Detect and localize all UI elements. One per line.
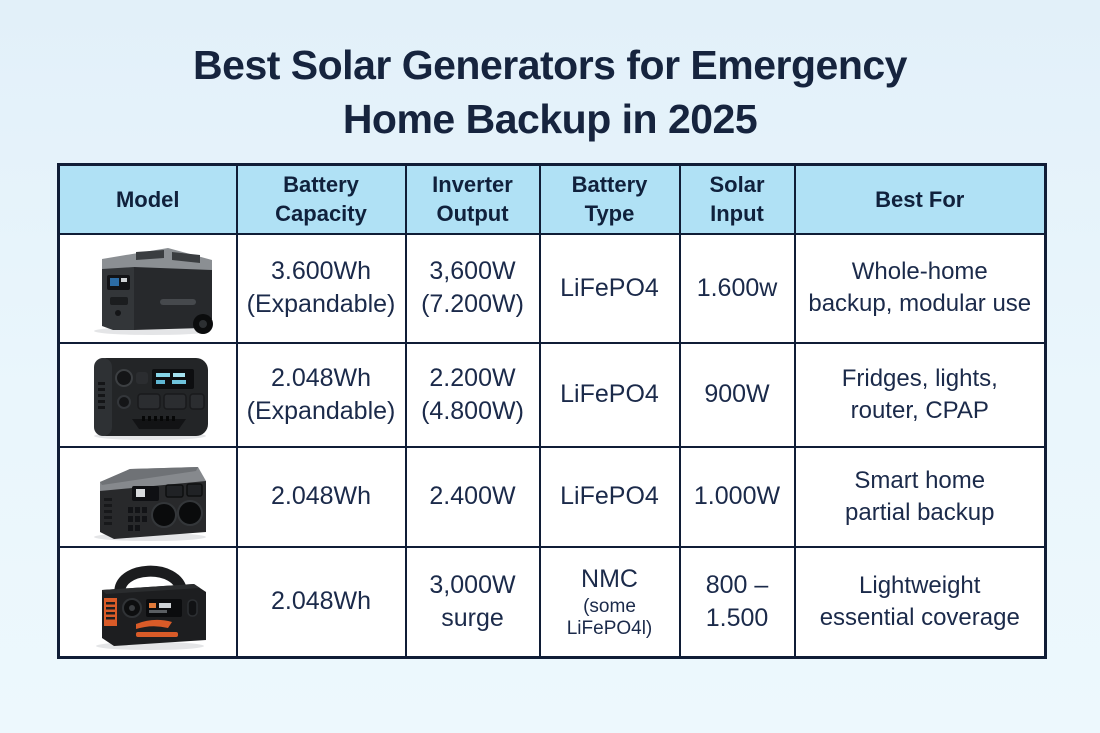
cell-battery-type: LiFePO4 [538,232,681,344]
best-for-line1: Fridges, lights, [841,364,998,392]
cell-best-for: Lightweight essential coverage [793,545,1047,658]
inverter-output-value: 3,600W [429,257,516,285]
battery-type-value: NMC [581,565,638,594]
solar-input-value-line2: 1.500 [705,603,769,632]
cell-inverter-output: 3,600W (7.200W) [404,232,541,344]
battery-type-value: LiFePO4 [560,482,659,510]
col-header-battery-capacity-line1: Battery [283,172,359,198]
col-header-inverter-output: Inverter Output [404,163,541,235]
cell-best-for: Fridges, lights, router, CPAP [793,341,1047,448]
col-header-solar-input: Solar Input [678,163,796,235]
battery-capacity-value: 2.048Wh [270,363,372,392]
inverter-output-value: 2.200W [429,363,516,392]
page-title-line-2: Home Backup in 2025 [342,96,758,143]
cell-model-2 [57,341,238,448]
comparison-table: Model Battery Capacity Inverter Output B… [57,163,1047,659]
battery-type-note-line1: (some [583,596,636,618]
inverter-output-value: 2.400W [429,482,516,510]
col-header-battery-type-line2: Type [584,201,635,227]
cell-battery-capacity: 2.048Wh [235,445,407,548]
cell-battery-type: NMC (some LiFePO4l) [538,545,681,658]
solar-input-value: 1.600w [696,273,778,302]
dual-outlet-power-station-image [93,466,206,541]
cell-inverter-output: 2.200W (4.800W) [404,341,541,448]
col-header-best-for: Best For [793,163,1047,235]
best-for-line1: Lightweight [859,571,981,599]
cell-inverter-output: 2.400W [404,445,541,548]
cell-battery-capacity: 2.048Wh [235,545,407,658]
compact-power-station-image [93,357,208,440]
handle-orange-power-station-image [95,565,206,650]
cell-solar-input: 900W [678,341,796,448]
cell-model-4 [57,545,238,658]
col-header-inverter-output-line1: Inverter [432,172,513,198]
cell-solar-input: 1.000W [678,445,796,548]
wheeled-power-station-image [93,248,213,335]
battery-capacity-note: (Expandable) [246,396,396,425]
battery-capacity-value: 3.600Wh [270,257,372,285]
battery-capacity-value: 2.048Wh [270,587,372,615]
col-header-inverter-output-line2: Output [436,201,509,227]
battery-capacity-note: (Expandable) [246,290,396,318]
cell-inverter-output: 3,000W surge [404,545,541,658]
table-row: 2.048Wh 3,000W surge NMC (some LiFePO4l)… [57,545,1047,658]
cell-solar-input: 1.600w [678,232,796,344]
cell-solar-input: 800 – 1.500 [678,545,796,658]
solar-input-value-line1: 800 – [705,570,769,599]
battery-capacity-value: 2.048Wh [270,482,372,510]
best-for-line1: Smart home [854,466,986,494]
battery-type-note-line2: LiFePO4l) [566,618,653,639]
best-for-line2: router, CPAP [850,396,989,424]
battery-type-value: LiFePO4 [560,273,659,302]
cell-best-for: Whole-home backup, modular use [793,232,1047,344]
solar-input-value: 900W [704,380,770,408]
cell-model-1 [57,232,238,344]
inverter-output-surge: (4.800W) [421,396,524,425]
col-header-best-for-label: Best For [875,186,965,212]
inverter-output-surge: surge [441,603,504,632]
cell-best-for: Smart home partial backup [793,445,1047,548]
cell-battery-type: LiFePO4 [538,445,681,548]
cell-battery-type: LiFePO4 [538,341,681,448]
inverter-output-surge: (7.200W) [421,290,524,318]
cell-battery-capacity: 2.048Wh (Expandable) [235,341,407,448]
header-row: Model Battery Capacity Inverter Output B… [57,163,1047,235]
cell-model-3 [57,445,238,548]
page-title: Best Solar Generators for Emergency Home… [0,38,1100,146]
table-row: 2.048Wh (Expandable) 2.200W (4.800W) LiF… [57,341,1047,448]
col-header-battery-type: Battery Type [538,163,681,235]
col-header-model-label: Model [115,186,180,212]
best-for-line2: partial backup [845,498,995,526]
col-header-battery-capacity-line2: Capacity [275,201,367,227]
table-row: 2.048Wh 2.400W LiFePO4 1.000W Smart home… [57,445,1047,548]
col-header-battery-capacity: Battery Capacity [235,163,407,235]
inverter-output-value: 3,000W [429,570,516,599]
table-row: 3.600Wh (Expandable) 3,600W (7.200W) LiF… [57,232,1047,344]
col-header-battery-type-line1: Battery [571,172,648,198]
col-header-solar-input-line1: Solar [709,172,765,198]
best-for-line2: essential coverage [819,603,1020,631]
best-for-line1: Whole-home [851,258,988,286]
col-header-model: Model [57,163,238,235]
page-title-line-1: Best Solar Generators for Emergency [193,42,907,88]
col-header-solar-input-line2: Input [710,201,764,227]
best-for-line2: backup, modular use [808,290,1032,317]
cell-battery-capacity: 3.600Wh (Expandable) [235,232,407,344]
solar-input-value: 1.000W [693,482,781,510]
battery-type-value: LiFePO4 [560,380,659,408]
